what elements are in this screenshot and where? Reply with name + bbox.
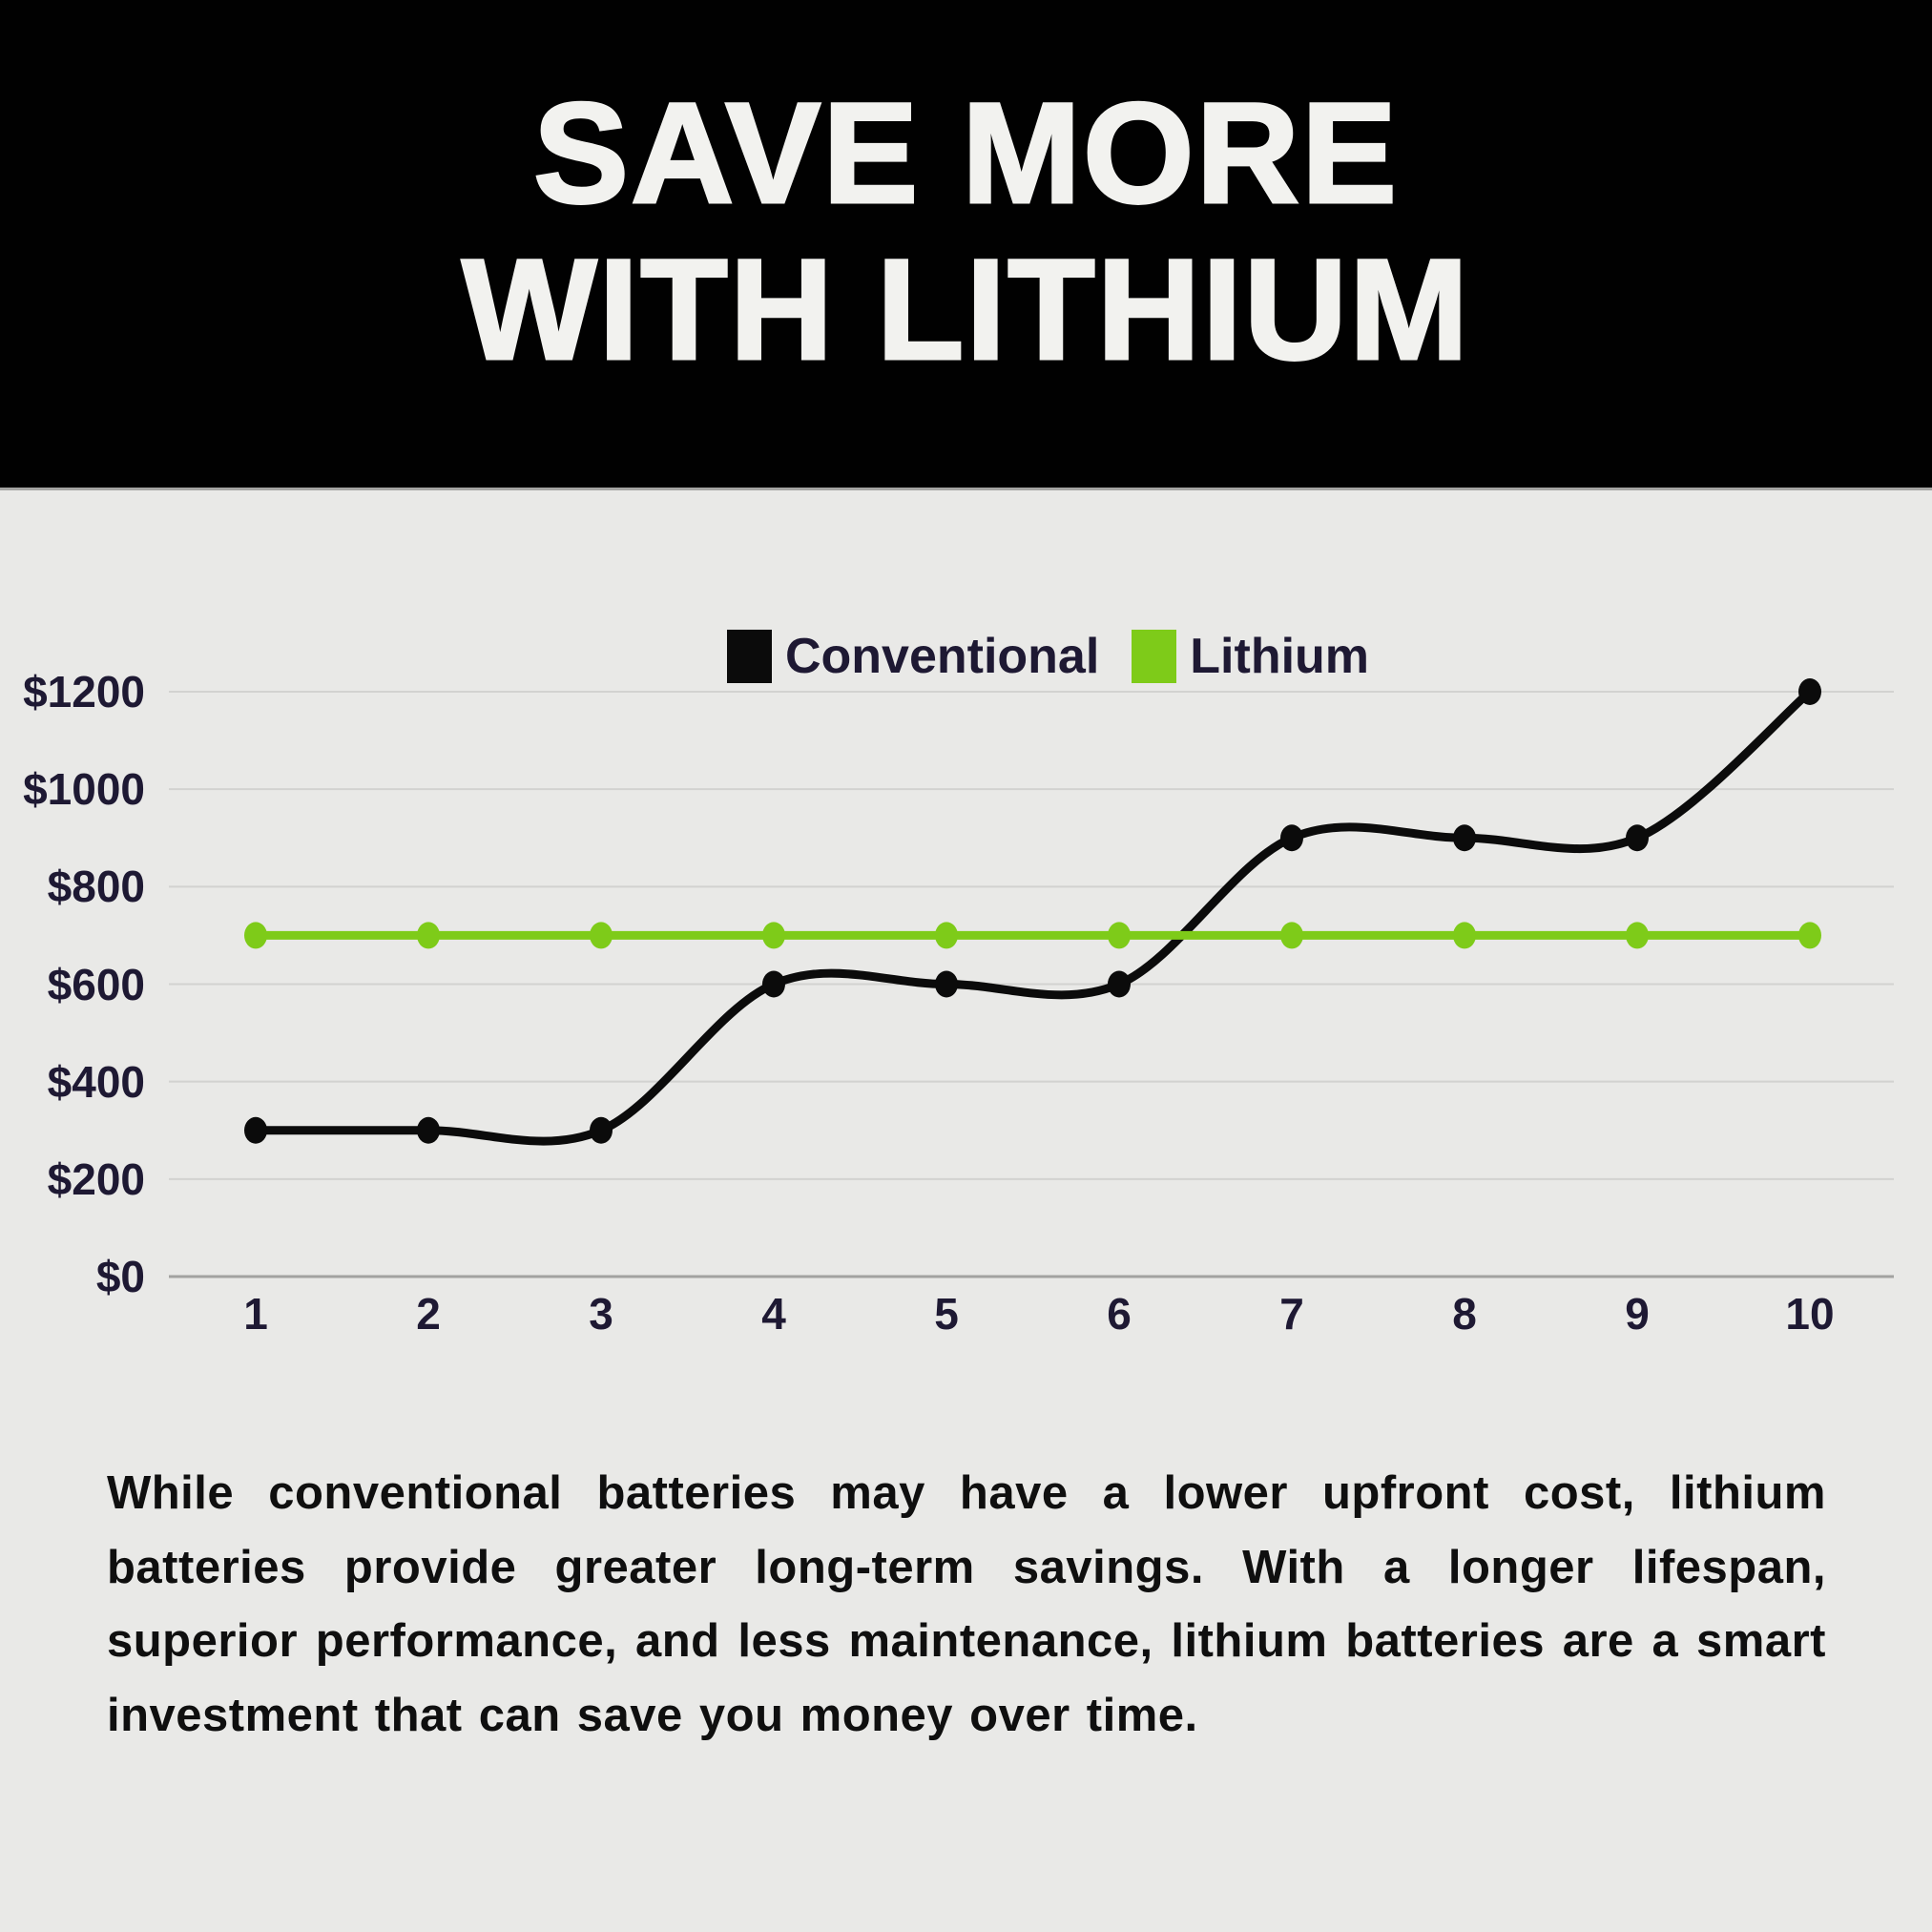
- x-tick-label-2: 2: [416, 1289, 441, 1339]
- data-point-lithium-4: [762, 922, 785, 949]
- chart-legend: Conventional Lithium: [82, 630, 1932, 683]
- data-point-conventional-5: [935, 970, 958, 998]
- x-tick-label-4: 4: [761, 1289, 786, 1339]
- x-tick-label-7: 7: [1279, 1289, 1304, 1339]
- series-line-conventional: [251, 687, 1815, 1146]
- legend-swatch-conventional: [726, 630, 772, 683]
- x-tick-label-3: 3: [589, 1289, 613, 1339]
- x-tick-label-1: 1: [243, 1289, 268, 1339]
- legend-swatch-lithium: [1132, 630, 1177, 683]
- data-point-conventional-8: [1453, 824, 1476, 852]
- data-point-conventional-3: [590, 1116, 613, 1144]
- title-line-2: WITH LITHIUM: [460, 229, 1471, 389]
- y-tick-label-$800: $800: [47, 862, 145, 912]
- legend-label-conventional: Conventional: [784, 629, 1100, 684]
- y-tick-label-$600: $600: [47, 959, 145, 1009]
- data-point-lithium-8: [1453, 922, 1476, 949]
- data-point-conventional-9: [1626, 824, 1649, 852]
- data-point-lithium-10: [1798, 922, 1821, 949]
- y-tick-label-$200: $200: [47, 1153, 145, 1204]
- data-point-conventional-2: [417, 1116, 440, 1144]
- legend-label-lithium: Lithium: [1190, 629, 1370, 684]
- data-point-lithium-6: [1108, 922, 1131, 949]
- data-point-lithium-3: [590, 922, 613, 949]
- y-tick-label-$0: $0: [95, 1252, 145, 1301]
- y-tick-label-$400: $400: [47, 1056, 145, 1107]
- legend-item-conventional: Conventional: [726, 629, 1100, 684]
- x-tick-label-5: 5: [934, 1289, 959, 1339]
- page-title: SAVE MORE WITH LITHIUM: [0, 0, 1932, 389]
- data-point-lithium-2: [417, 922, 440, 949]
- data-point-conventional-6: [1108, 970, 1131, 998]
- legend-item-lithium: Lithium: [1132, 630, 1369, 683]
- data-point-conventional-4: [762, 970, 785, 998]
- y-tick-label-$1000: $1000: [23, 764, 145, 815]
- data-point-lithium-1: [244, 922, 267, 949]
- x-tick-label-6: 6: [1107, 1289, 1132, 1339]
- y-tick-label-$1200: $1200: [23, 667, 145, 717]
- header-banner: SAVE MORE WITH LITHIUM: [0, 0, 1932, 490]
- x-tick-label-9: 9: [1625, 1289, 1650, 1339]
- data-point-lithium-7: [1280, 922, 1303, 949]
- data-point-lithium-9: [1626, 922, 1649, 949]
- x-tick-label-10: 10: [1785, 1289, 1835, 1339]
- data-point-conventional-10: [1798, 678, 1821, 705]
- x-tick-label-8: 8: [1452, 1289, 1477, 1339]
- data-point-lithium-5: [935, 922, 958, 949]
- title-line-1: SAVE MORE: [531, 73, 1399, 233]
- data-point-conventional-1: [244, 1116, 267, 1144]
- data-point-conventional-7: [1280, 824, 1303, 852]
- description-text: While conventional batteries may have a …: [107, 1467, 1826, 1741]
